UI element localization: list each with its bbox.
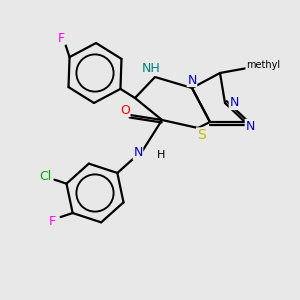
Text: NH: NH — [142, 62, 160, 76]
Text: Cl: Cl — [39, 170, 52, 183]
Text: O: O — [120, 103, 130, 116]
Text: F: F — [58, 32, 65, 45]
Text: methyl: methyl — [246, 60, 280, 70]
Text: N: N — [187, 74, 197, 86]
Text: N: N — [133, 146, 143, 160]
Text: N: N — [229, 97, 239, 110]
Text: H: H — [157, 150, 165, 160]
Text: S: S — [196, 128, 206, 142]
Text: F: F — [49, 214, 56, 227]
Text: N: N — [245, 119, 255, 133]
